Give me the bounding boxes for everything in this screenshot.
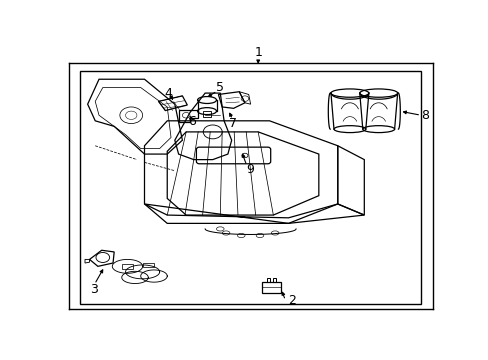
Text: 7: 7 [228,117,236,130]
Text: 1: 1 [254,46,262,59]
Text: 3: 3 [90,283,98,296]
Text: 2: 2 [288,294,296,307]
Text: 9: 9 [246,163,254,176]
Text: 8: 8 [420,109,428,122]
Text: 5: 5 [216,81,224,94]
Text: 6: 6 [187,115,195,128]
Text: 4: 4 [163,87,172,100]
